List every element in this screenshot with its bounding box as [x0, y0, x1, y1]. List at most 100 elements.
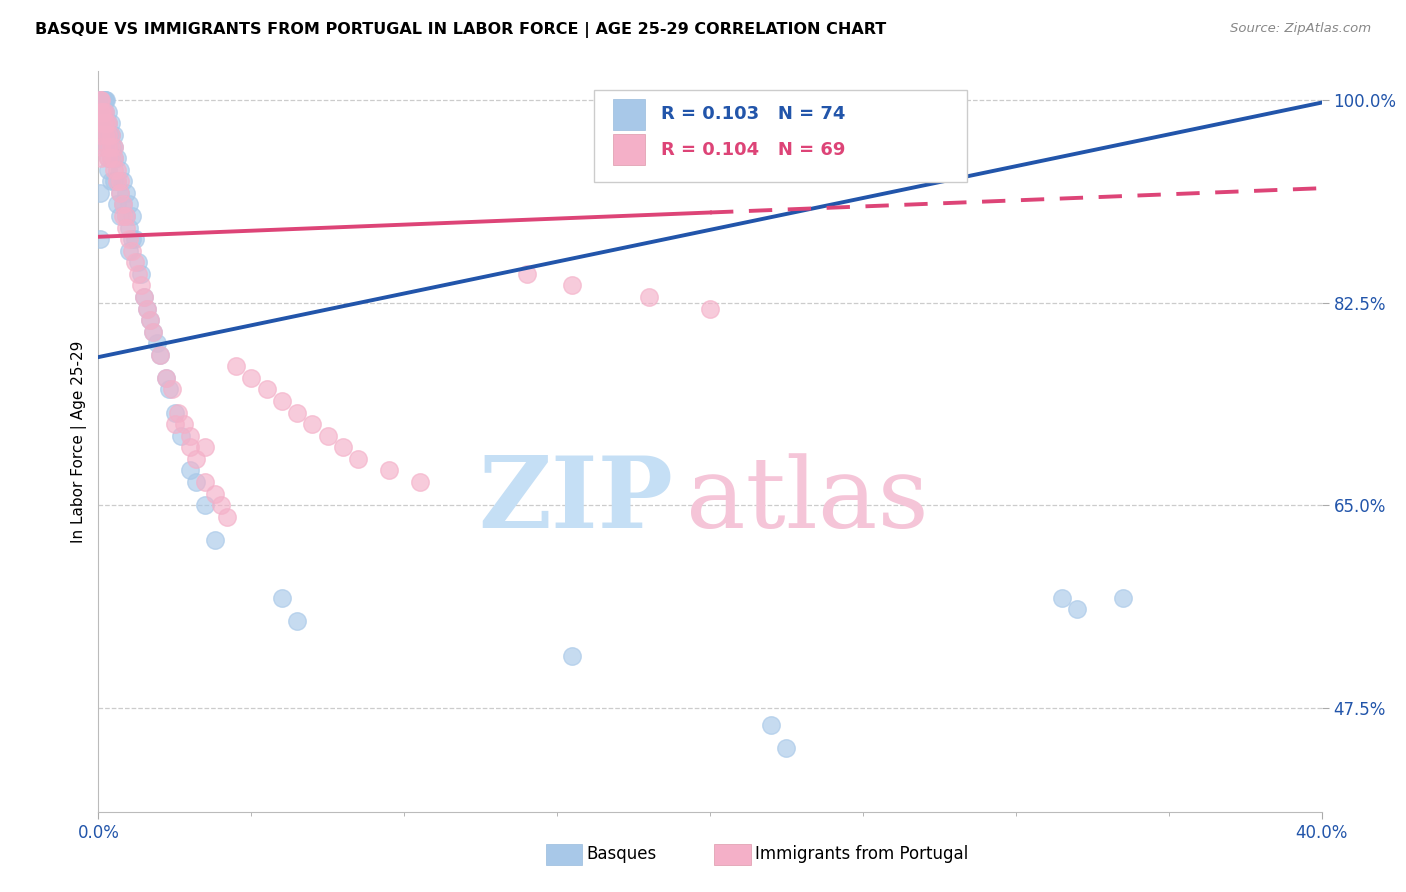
Point	[90, 104, 112, 119]
Point	[256, 383, 278, 397]
Point	[93, 139, 115, 153]
Point	[105, 174, 128, 188]
Point	[127, 255, 149, 269]
Point	[121, 244, 143, 258]
Point	[111, 197, 134, 211]
Point	[270, 394, 292, 409]
Point	[179, 429, 201, 443]
Point	[90, 93, 112, 107]
Point	[100, 151, 122, 165]
Point	[155, 371, 177, 385]
Point	[186, 451, 208, 466]
Point	[775, 741, 797, 756]
Point	[94, 116, 117, 130]
Point	[97, 104, 120, 119]
Point	[142, 325, 165, 339]
Point	[155, 371, 177, 385]
Text: Immigrants from Portugal: Immigrants from Portugal	[755, 845, 969, 863]
Point	[89, 186, 111, 200]
Point	[90, 151, 112, 165]
Y-axis label: In Labor Force | Age 25-29: In Labor Force | Age 25-29	[72, 341, 87, 542]
Point	[332, 440, 354, 454]
Point	[89, 232, 111, 246]
Point	[97, 139, 120, 153]
Point	[90, 116, 112, 130]
Point	[215, 509, 238, 524]
Point	[561, 648, 583, 663]
Point	[115, 220, 138, 235]
Point	[108, 162, 131, 177]
Point	[97, 128, 120, 142]
Point	[145, 336, 167, 351]
Point	[209, 498, 232, 512]
Point	[179, 440, 201, 454]
Point	[100, 174, 122, 188]
Point	[97, 139, 120, 153]
Point	[93, 104, 115, 119]
Point	[759, 718, 782, 732]
Point	[91, 93, 114, 107]
FancyBboxPatch shape	[593, 90, 967, 183]
Point	[93, 128, 115, 142]
Point	[103, 151, 125, 165]
Point	[136, 301, 159, 316]
Point	[100, 139, 122, 153]
Point	[100, 116, 122, 130]
Point	[111, 197, 134, 211]
Point	[93, 93, 115, 107]
Point	[89, 93, 111, 107]
Point	[134, 290, 156, 304]
FancyBboxPatch shape	[613, 135, 645, 165]
Point	[94, 93, 117, 107]
Point	[108, 209, 131, 223]
Point	[90, 116, 112, 130]
Point	[378, 463, 401, 477]
Point	[115, 209, 138, 223]
Point	[129, 278, 152, 293]
Point	[89, 93, 111, 107]
Point	[225, 359, 247, 374]
Point	[347, 451, 370, 466]
Point	[97, 151, 120, 165]
Point	[637, 290, 661, 304]
Point	[103, 162, 125, 177]
Point	[97, 162, 120, 177]
Point	[163, 406, 186, 420]
Text: atlas: atlas	[686, 453, 928, 549]
Point	[90, 104, 112, 119]
Point	[1066, 602, 1088, 616]
Point	[100, 128, 122, 142]
Point	[136, 301, 159, 316]
Point	[90, 93, 112, 107]
Point	[105, 162, 128, 177]
Point	[98, 128, 121, 142]
Point	[179, 463, 201, 477]
Point	[186, 475, 208, 489]
Point	[316, 429, 339, 443]
Point	[516, 267, 538, 281]
FancyBboxPatch shape	[613, 99, 645, 130]
Point	[97, 128, 120, 142]
Point	[118, 197, 141, 211]
Point	[89, 128, 111, 142]
Point	[108, 174, 131, 188]
Point	[111, 174, 134, 188]
Point	[1112, 591, 1135, 605]
Point	[91, 104, 114, 119]
Point	[285, 406, 308, 420]
Text: Basques: Basques	[586, 845, 657, 863]
Point	[111, 209, 134, 223]
Point	[97, 116, 120, 130]
Point	[124, 255, 146, 269]
Point	[149, 348, 172, 362]
Point	[173, 417, 195, 432]
Point	[90, 139, 112, 153]
Point	[103, 128, 125, 142]
Point	[408, 475, 430, 489]
Point	[270, 591, 292, 605]
Point	[105, 197, 128, 211]
Point	[118, 244, 141, 258]
Text: Source: ZipAtlas.com: Source: ZipAtlas.com	[1230, 22, 1371, 36]
Point	[118, 232, 141, 246]
Point	[301, 417, 323, 432]
